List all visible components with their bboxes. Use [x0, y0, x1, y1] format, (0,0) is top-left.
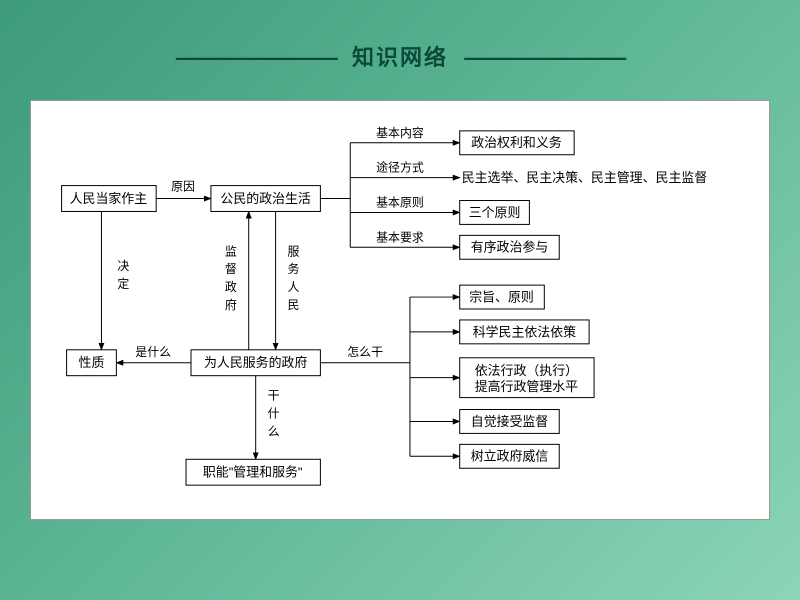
node-n8: 为人民服务的政府: [191, 350, 320, 376]
svg-text:科学民主依法依策: 科学民主依法依策: [473, 324, 576, 339]
edge-label-content: 基本内容: [376, 125, 424, 140]
node-n9: 职能"管理和服务": [186, 459, 320, 485]
svg-text:树立政府威信: 树立政府威信: [471, 449, 549, 464]
node-n6: 有序政治参与: [460, 235, 560, 259]
node-n1: 人民当家作主: [62, 186, 157, 212]
svg-text:为人民服务的政府: 为人民服务的政府: [204, 355, 307, 370]
svg-text:民主选举、民主决策、民主管理、民主监督: 民主选举、民主决策、民主管理、民主监督: [462, 170, 708, 185]
edge-label-dowhat-2: 什: [268, 406, 280, 420]
node-n7: 性质: [67, 350, 117, 376]
svg-text:政治权利和义务: 政治权利和义务: [471, 135, 562, 150]
edge-label-method: 途径方式: [376, 160, 424, 175]
node-n10: 宗旨、原则: [460, 285, 545, 309]
svg-text:宗旨、原则: 宗旨、原则: [469, 289, 534, 304]
edge-label-dowhat-1: 干: [268, 389, 280, 403]
svg-text:公民的政治生活: 公民的政治生活: [220, 191, 311, 206]
diagram-panel: 原因 基本内容 途径方式 基本原则 基本要求 决 定 是什么 监 督 政 府 服…: [30, 100, 770, 520]
edge-label-decide-2: 定: [117, 276, 129, 291]
node-n14: 树立政府威信: [460, 444, 560, 468]
flowchart-svg: 原因 基本内容 途径方式 基本原则 基本要求 决 定 是什么 监 督 政 府 服…: [31, 101, 769, 519]
svg-text:依法行政（执行）: 依法行政（执行）: [475, 363, 578, 378]
dash-right: ————————: [464, 45, 624, 70]
node-n5: 三个原则: [460, 201, 530, 225]
node-n13: 自觉接受监督: [460, 410, 560, 434]
node-n2: 公民的政治生活: [211, 186, 320, 212]
edge-label-reason: 原因: [171, 180, 195, 194]
svg-text:有序政治参与: 有序政治参与: [471, 240, 549, 255]
edge-label-supervise-4: 府: [225, 297, 237, 312]
edge-label-principle: 基本原则: [376, 195, 424, 209]
edge-label-supervise-2: 督: [225, 261, 237, 276]
svg-text:人民当家作主: 人民当家作主: [70, 191, 148, 206]
title-text: 知识网络: [352, 45, 448, 70]
svg-text:提高行政管理水平: 提高行政管理水平: [475, 379, 578, 394]
node-n11: 科学民主依法依策: [460, 320, 589, 344]
svg-text:自觉接受监督: 自觉接受监督: [471, 414, 549, 429]
dash-left: ————————: [176, 45, 336, 70]
edge-label-what: 是什么: [135, 345, 171, 359]
node-n12: 依法行政（执行） 提高行政管理水平: [460, 358, 594, 398]
page-title: ———————— 知识网络 ————————: [0, 0, 800, 72]
node-n3: 政治权利和义务: [460, 131, 574, 155]
edge-label-serve-2: 务: [288, 261, 300, 276]
svg-text:职能"管理和服务": 职能"管理和服务": [203, 465, 303, 480]
edge-label-decide-1: 决: [117, 259, 129, 273]
edge-label-dowhat-3: 么: [268, 424, 280, 438]
edge-label-serve-1: 服: [288, 244, 300, 258]
svg-text:性质: 性质: [79, 355, 105, 370]
node-n4: 民主选举、民主决策、民主管理、民主监督: [462, 170, 708, 185]
edge-label-serve-4: 民: [288, 298, 300, 312]
edge-label-supervise-3: 政: [225, 280, 237, 294]
edge-label-how: 怎么干: [347, 344, 383, 359]
edge-label-requirement: 基本要求: [376, 230, 424, 244]
svg-text:三个原则: 三个原则: [469, 205, 521, 220]
edge-label-serve-3: 人: [288, 280, 300, 294]
edge-label-supervise-1: 监: [225, 244, 237, 258]
